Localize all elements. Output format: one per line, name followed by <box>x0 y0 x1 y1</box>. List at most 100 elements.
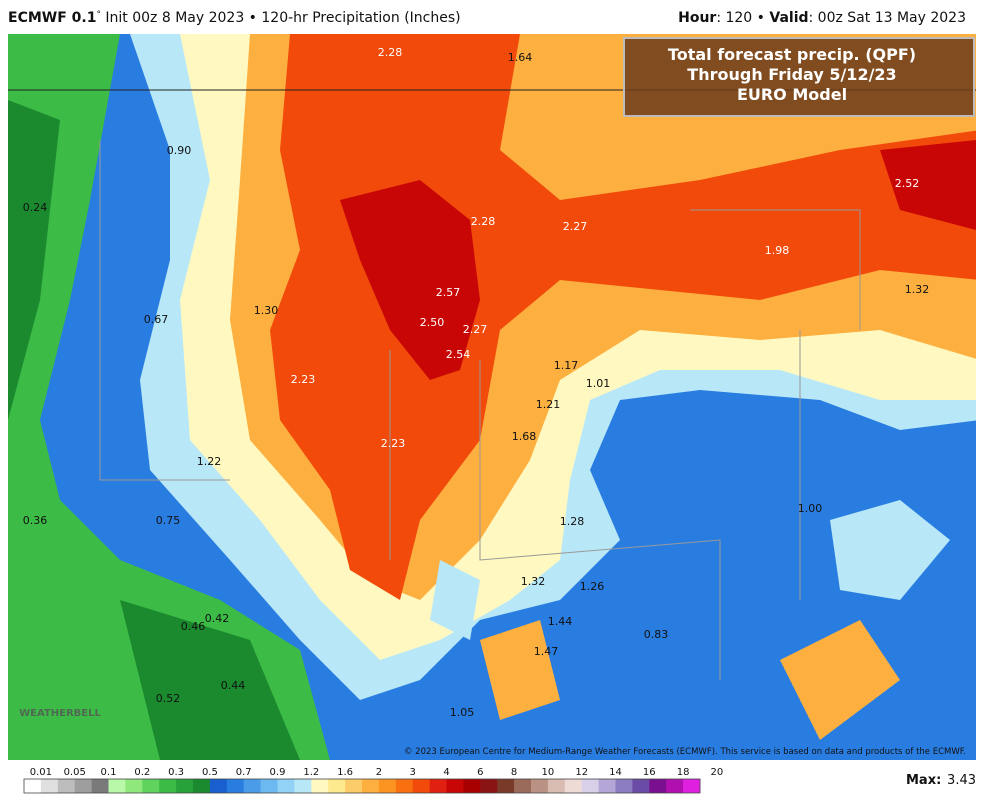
header-part: : 120 • <box>716 10 769 26</box>
colorbar-swatch <box>683 779 701 793</box>
map-value: 2.54 <box>446 348 471 361</box>
colorbar-tick: 10 <box>542 767 555 778</box>
colorbar-swatch <box>57 779 75 793</box>
colorbar-swatch <box>598 779 616 793</box>
colorbar-swatch <box>666 779 684 793</box>
map-value: 1.28 <box>560 515 585 528</box>
colorbar-tick: 0.05 <box>64 767 86 778</box>
map-value: 0.24 <box>23 201 48 214</box>
colorbar-swatch <box>209 779 228 793</box>
max-value: 3.43 <box>947 773 976 788</box>
map-value: 1.26 <box>580 580 605 593</box>
colorbar-tick: 3 <box>410 767 416 778</box>
colorbar-swatch <box>260 779 278 793</box>
colorbar-tick: 20 <box>711 767 724 778</box>
map-value: 1.98 <box>765 244 790 257</box>
map-value: 0.83 <box>644 628 669 641</box>
map-value: 0.90 <box>167 144 192 157</box>
map-value: 1.30 <box>254 304 279 317</box>
colorbar-swatch <box>328 779 346 793</box>
colorbar-tick: 14 <box>609 767 622 778</box>
colorbar-tick: 16 <box>643 767 656 778</box>
map-value: 2.27 <box>463 323 488 336</box>
colorbar-tick: 0.5 <box>202 767 218 778</box>
colorbar-tick: 0.01 <box>30 767 52 778</box>
map-value: 2.28 <box>378 46 403 59</box>
header-left: ECMWF 0.1° Init 00z 8 May 2023 • 120-hr … <box>8 10 461 26</box>
colorbar-swatch <box>446 779 464 793</box>
header-part: ° <box>96 10 101 20</box>
colorbar-tick: 18 <box>677 767 690 778</box>
colorbar-tick: 0.3 <box>168 767 184 778</box>
colorbar-swatch <box>345 779 363 793</box>
map-value: 1.22 <box>197 455 222 468</box>
map-value: 0.44 <box>221 679 246 692</box>
colorbar-swatch <box>125 779 143 793</box>
colorbar-swatch <box>142 779 160 793</box>
colorbar-tick: 0.1 <box>101 767 117 778</box>
map-value: 1.17 <box>554 359 579 372</box>
header-right: Hour: 120 • Valid: 00z Sat 13 May 2023 <box>678 10 966 26</box>
header-part: ECMWF 0.1 <box>8 10 96 26</box>
colorbar-swatch <box>632 779 650 793</box>
colorbar-tick: 8 <box>511 767 517 778</box>
colorbar-swatch <box>159 779 177 793</box>
colorbar-swatch <box>193 779 211 793</box>
watermark: WEATHERBELL <box>19 708 101 719</box>
colorbar-swatch <box>294 779 312 793</box>
colorbar-tick: 0.2 <box>134 767 150 778</box>
map-value: 2.23 <box>381 437 406 450</box>
map-value: 0.46 <box>181 620 206 633</box>
map-value: 1.44 <box>548 615 573 628</box>
colorbar-swatch <box>615 779 633 793</box>
colorbar-frame <box>23 778 701 794</box>
map-value: 1.01 <box>586 377 611 390</box>
map-value: 1.21 <box>536 398 561 411</box>
map-value: 0.67 <box>144 313 169 326</box>
colorbar-swatch <box>378 779 397 793</box>
title-line: Through Friday 5/12/23 <box>687 65 896 84</box>
header-part: : 00z Sat 13 May 2023 <box>809 10 966 26</box>
colorbar-swatch <box>176 779 194 793</box>
colorbar-swatch <box>497 779 515 793</box>
colorbar-swatch <box>395 779 413 793</box>
colorbar-swatch <box>74 779 92 793</box>
map-value: 1.05 <box>450 706 475 719</box>
colorbar-tick: 2 <box>376 767 382 778</box>
map-value: 1.68 <box>512 430 537 443</box>
colorbar-swatch <box>91 779 109 793</box>
colorbar-swatch <box>226 779 244 793</box>
map-value: 2.52 <box>895 177 920 190</box>
map: Total forecast precip. (QPF)Through Frid… <box>8 34 976 760</box>
colorbar-swatch <box>108 779 126 793</box>
map-value: 2.57 <box>436 286 461 299</box>
map-value: 0.52 <box>156 692 181 705</box>
title-box <box>623 37 975 117</box>
colorbar-swatch <box>531 779 549 793</box>
colorbar-swatch <box>547 779 566 793</box>
colorbar-tick: 1.2 <box>303 767 319 778</box>
colorbar-swatch <box>243 779 261 793</box>
map-value: 0.36 <box>23 514 48 527</box>
map-value: 2.28 <box>471 215 496 228</box>
colorbar-swatch <box>412 779 430 793</box>
map-value: 1.00 <box>798 502 823 515</box>
colorbar-swatch <box>564 779 582 793</box>
map-value: 1.32 <box>905 283 930 296</box>
colorbar-swatch <box>480 779 498 793</box>
header-part: Hour <box>678 10 716 26</box>
max-label: Max: <box>906 773 941 788</box>
colorbar-swatch <box>40 779 59 793</box>
header-part: Valid <box>769 10 808 26</box>
colorbar-tick: 12 <box>575 767 588 778</box>
colorbar-tick: 6 <box>477 767 483 778</box>
colorbar-swatch <box>514 779 532 793</box>
colorbar-tick: 1.6 <box>337 767 353 778</box>
map-value: 1.47 <box>534 645 559 658</box>
colorbar-tick: 0.7 <box>236 767 252 778</box>
map-value: 2.50 <box>420 316 445 329</box>
map-value: 1.64 <box>508 51 533 64</box>
colorbar-tick: 0.9 <box>270 767 286 778</box>
